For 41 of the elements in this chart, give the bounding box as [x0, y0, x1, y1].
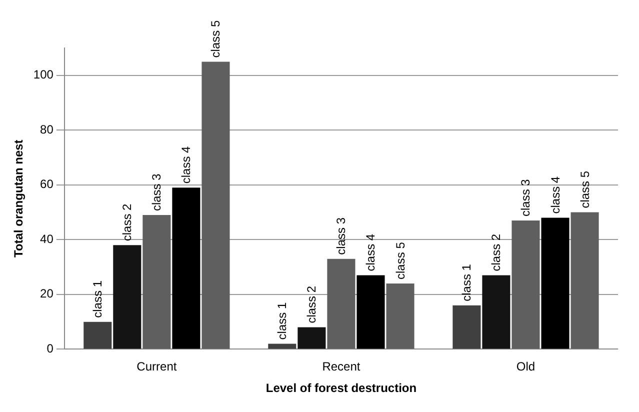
text: class 2 [120, 203, 134, 242]
bar [84, 322, 112, 349]
bar [327, 258, 356, 349]
bar [452, 305, 481, 349]
x-tick-label: Old [516, 360, 536, 374]
y-tick-label: 100 [33, 68, 54, 82]
y-axis-title: Total orangutan nest [12, 140, 26, 258]
text: class 4 [179, 146, 194, 184]
bar [386, 283, 414, 349]
y-tick-label: 0 [46, 342, 54, 356]
bar [512, 220, 540, 349]
bar [298, 327, 326, 349]
text: class 5 [208, 20, 223, 58]
y-tick-label: 80 [40, 122, 54, 136]
x-tick-label: Current [136, 360, 178, 374]
text: class 4 [548, 176, 562, 214]
bar [356, 275, 385, 349]
bar [268, 344, 296, 349]
text: class 3 [518, 179, 533, 217]
bar [570, 212, 599, 349]
y-tick-label: 40 [40, 232, 54, 246]
text: class 3 [150, 174, 164, 212]
x-axis-title: Level of forest destruction [266, 381, 417, 396]
text: class 4 [364, 234, 378, 272]
text: class 2 [304, 286, 319, 324]
bar [113, 245, 142, 349]
x-tick-label: Recent [322, 360, 361, 374]
bar [202, 62, 230, 349]
text: class 1 [90, 280, 105, 318]
text: class 2 [489, 234, 504, 272]
bar [482, 275, 510, 349]
text: class 1 [275, 302, 290, 340]
y-tick-label: 60 [40, 177, 54, 192]
bar [541, 218, 570, 349]
bar [172, 188, 200, 349]
text: class 5 [578, 170, 592, 208]
text: class 5 [393, 242, 408, 280]
text: class 3 [334, 217, 348, 255]
text: class 1 [460, 264, 474, 302]
bar [142, 215, 171, 349]
y-tick-label: 20 [40, 286, 54, 301]
